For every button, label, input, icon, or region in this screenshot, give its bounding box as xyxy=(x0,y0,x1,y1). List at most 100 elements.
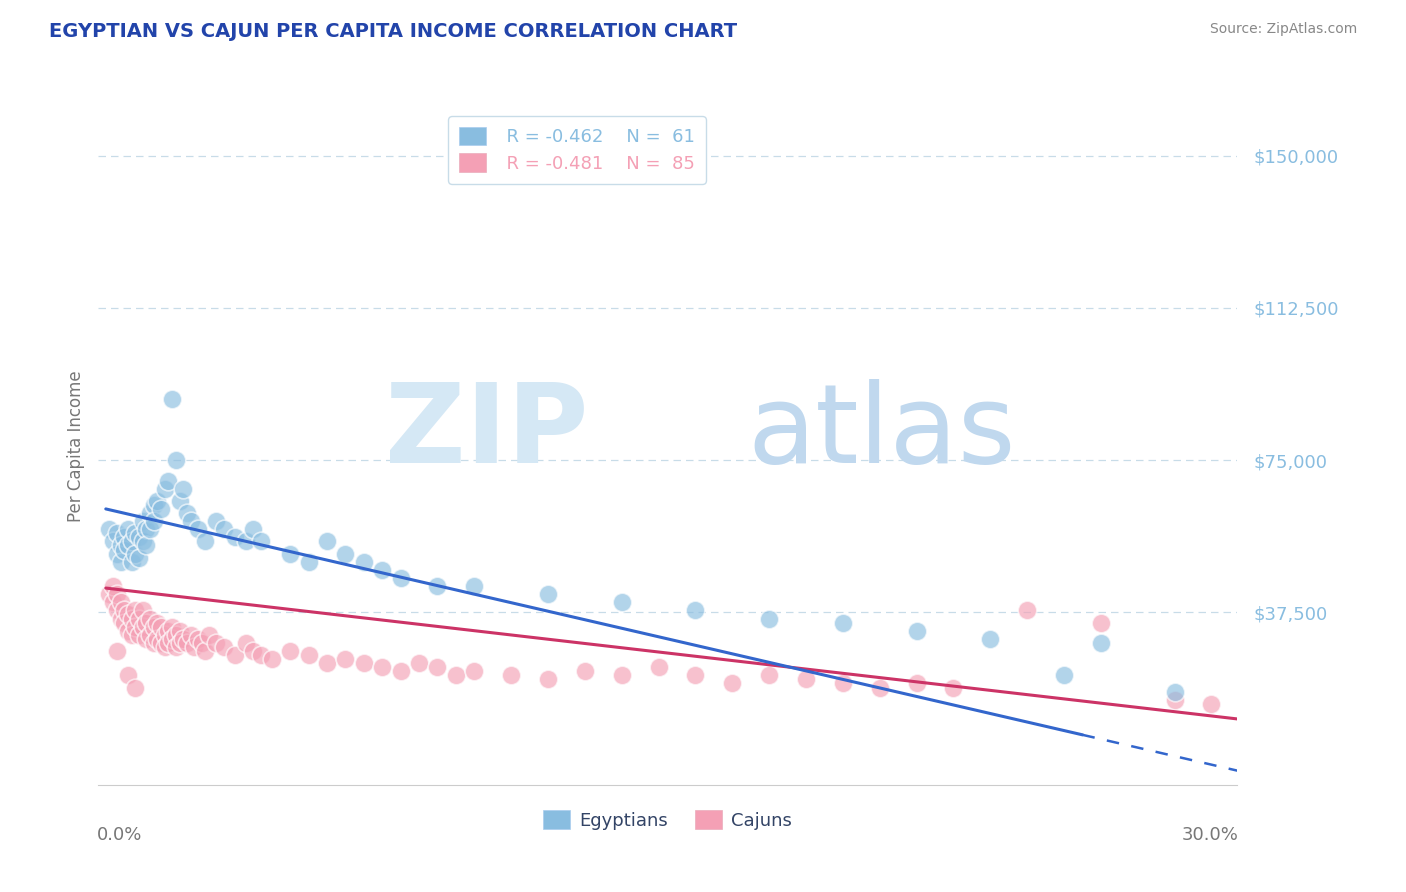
Point xyxy=(205,636,228,650)
Point xyxy=(212,522,235,536)
Point xyxy=(371,660,394,674)
Y-axis label: Per Capita Income: Per Capita Income xyxy=(66,370,84,522)
Point xyxy=(180,628,202,642)
Point xyxy=(142,498,165,512)
Point xyxy=(832,676,855,690)
Point xyxy=(165,640,187,654)
Text: atlas: atlas xyxy=(748,379,1017,486)
Point xyxy=(112,530,135,544)
Point xyxy=(979,632,1001,646)
Point xyxy=(610,668,633,682)
Point xyxy=(389,665,412,679)
Point xyxy=(128,628,150,642)
Point xyxy=(1090,615,1112,630)
Point xyxy=(180,514,202,528)
Point xyxy=(224,648,246,662)
Point xyxy=(198,628,221,642)
Point xyxy=(160,620,183,634)
Point xyxy=(150,620,173,634)
Point xyxy=(183,640,205,654)
Point xyxy=(212,640,235,654)
Point xyxy=(169,493,191,508)
Point xyxy=(112,615,135,630)
Point xyxy=(101,579,124,593)
Point xyxy=(105,603,128,617)
Point xyxy=(187,632,209,646)
Point xyxy=(110,538,132,552)
Point xyxy=(610,595,633,609)
Point xyxy=(172,632,194,646)
Text: 0.0%: 0.0% xyxy=(97,826,142,844)
Point xyxy=(146,493,169,508)
Point xyxy=(224,530,246,544)
Point xyxy=(139,522,162,536)
Point xyxy=(150,502,173,516)
Point xyxy=(160,632,183,646)
Point xyxy=(278,644,301,658)
Point xyxy=(105,547,128,561)
Point xyxy=(124,620,146,634)
Point xyxy=(187,522,209,536)
Point xyxy=(249,534,271,549)
Point xyxy=(139,611,162,625)
Point xyxy=(157,624,180,638)
Point xyxy=(905,624,928,638)
Point xyxy=(408,656,430,670)
Point xyxy=(135,538,157,552)
Point xyxy=(1163,684,1185,698)
Point xyxy=(1201,697,1223,711)
Point xyxy=(105,526,128,541)
Point xyxy=(316,534,339,549)
Point xyxy=(128,530,150,544)
Point xyxy=(117,607,139,622)
Point xyxy=(176,506,198,520)
Text: Source: ZipAtlas.com: Source: ZipAtlas.com xyxy=(1209,22,1357,37)
Point xyxy=(139,506,162,520)
Point xyxy=(142,514,165,528)
Point xyxy=(1163,692,1185,706)
Point xyxy=(135,522,157,536)
Point xyxy=(110,595,132,609)
Point xyxy=(297,555,319,569)
Point xyxy=(153,628,176,642)
Point xyxy=(685,603,707,617)
Point xyxy=(117,522,139,536)
Point xyxy=(142,636,165,650)
Point xyxy=(101,534,124,549)
Point xyxy=(721,676,744,690)
Point xyxy=(647,660,669,674)
Point xyxy=(316,656,339,670)
Point xyxy=(98,587,121,601)
Point xyxy=(121,555,143,569)
Point xyxy=(463,665,485,679)
Point xyxy=(942,681,965,695)
Point xyxy=(1090,636,1112,650)
Point xyxy=(353,656,375,670)
Point xyxy=(758,611,780,625)
Point xyxy=(124,547,146,561)
Point xyxy=(121,534,143,549)
Point xyxy=(146,632,169,646)
Point xyxy=(98,522,121,536)
Legend: Egyptians, Cajuns: Egyptians, Cajuns xyxy=(536,803,800,837)
Point xyxy=(110,555,132,569)
Text: 30.0%: 30.0% xyxy=(1181,826,1239,844)
Point xyxy=(139,628,162,642)
Point xyxy=(335,547,357,561)
Point xyxy=(124,526,146,541)
Point xyxy=(105,587,128,601)
Point xyxy=(190,636,212,650)
Point xyxy=(117,538,139,552)
Point xyxy=(537,587,560,601)
Point xyxy=(205,514,228,528)
Point xyxy=(426,579,449,593)
Point xyxy=(1053,668,1076,682)
Point xyxy=(128,550,150,565)
Point xyxy=(278,547,301,561)
Point xyxy=(260,652,283,666)
Point xyxy=(131,603,153,617)
Point xyxy=(101,595,124,609)
Point xyxy=(574,665,596,679)
Point xyxy=(169,636,191,650)
Point xyxy=(463,579,485,593)
